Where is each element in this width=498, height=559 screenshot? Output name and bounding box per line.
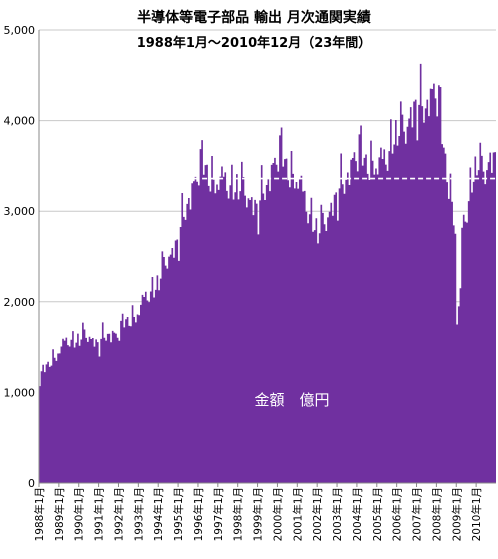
- chart-title: 半導体等電子部品 輸出 月次通関実績: [137, 9, 371, 26]
- y-tick-label: 0: [28, 477, 35, 490]
- y-tick-label: 4,000: [4, 115, 36, 128]
- x-tick-label: 1993年1月: [132, 487, 145, 541]
- x-tick-label: 2004年1月: [351, 487, 364, 541]
- x-tick-label: 2000年1月: [271, 487, 284, 541]
- x-tick-label: 1994年1月: [152, 487, 165, 541]
- y-tick-label: 2,000: [4, 296, 36, 309]
- x-tick-label: 1991年1月: [93, 487, 106, 541]
- x-tick-label: 2007年1月: [411, 487, 424, 541]
- x-tick-label: 2002年1月: [311, 487, 324, 541]
- chart-subtitle: 1988年1月～2010年12月（23年間）: [137, 35, 372, 51]
- x-tick-label: 1999年1月: [252, 487, 265, 541]
- x-tick-label: 2006年1月: [391, 487, 404, 541]
- y-tick-label: 5,000: [4, 24, 36, 37]
- x-tick-label: 2003年1月: [331, 487, 344, 541]
- x-tick-label: 2008年1月: [430, 487, 443, 541]
- x-tick-label: 2005年1月: [371, 487, 384, 541]
- x-tick-label: 1989年1月: [53, 487, 66, 541]
- x-tick-label: 1992年1月: [112, 487, 125, 541]
- x-tick-label: 1998年1月: [232, 487, 245, 541]
- x-tick-label: 2010年1月: [470, 487, 483, 541]
- x-tick-label: 1996年1月: [192, 487, 205, 541]
- x-tick-label: 1995年1月: [172, 487, 185, 541]
- x-tick-label: 1988年1月: [33, 487, 46, 541]
- export-area-series: [39, 63, 496, 483]
- series-label: 金額 億円: [254, 391, 329, 409]
- x-axis: 1988年1月 1989年1月 1990年1月 1991年1月 1992年1月 1993年…: [33, 483, 483, 541]
- x-tick-label: 2001年1月: [291, 487, 304, 541]
- x-tick-label: 1997年1月: [212, 487, 225, 541]
- x-tick-label: 1990年1月: [73, 487, 86, 541]
- y-tick-label: 3,000: [4, 205, 36, 218]
- y-tick-label: 1,000: [4, 386, 36, 399]
- x-tick-label: 2009年1月: [450, 487, 463, 541]
- y-axis: 0 1,000 2,000 3,000 4,000 5,000: [4, 24, 36, 490]
